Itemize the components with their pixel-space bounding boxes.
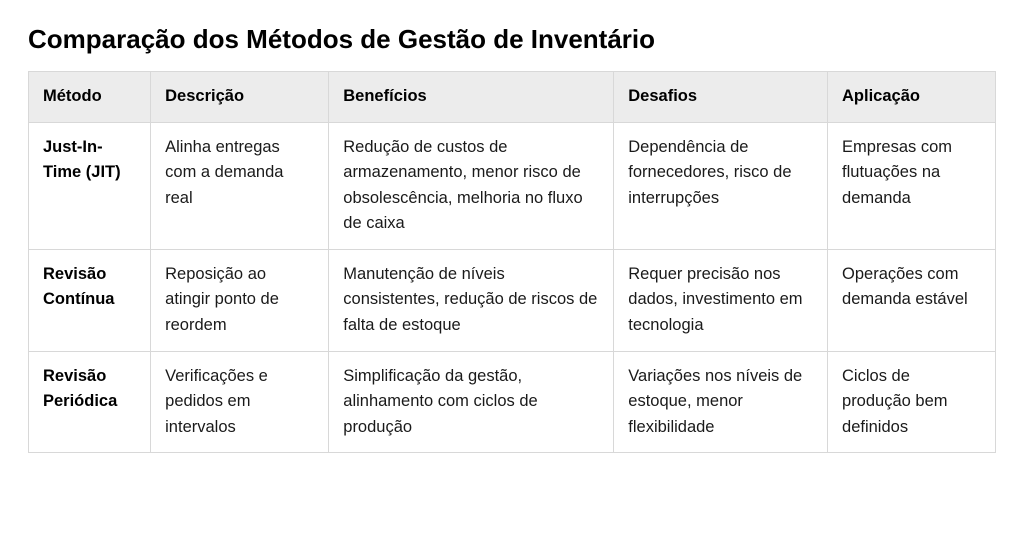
cell-benefits: Manutenção de níveis consistentes, reduç…	[329, 249, 614, 351]
cell-application: Empresas com flutuações na demanda	[828, 122, 996, 249]
header-application: Aplicação	[828, 72, 996, 123]
header-description: Descrição	[151, 72, 329, 123]
table-header-row: Método Descrição Benefícios Desafios Apl…	[29, 72, 996, 123]
cell-description: Verificações e pedidos em intervalos	[151, 351, 329, 453]
table-row: Revisão Periódica Verificações e pedidos…	[29, 351, 996, 453]
cell-description: Alinha entregas com a demanda real	[151, 122, 329, 249]
table-row: Just-In-Time (JIT) Alinha entregas com a…	[29, 122, 996, 249]
cell-method: Just-In-Time (JIT)	[29, 122, 151, 249]
cell-application: Ciclos de produção bem definidos	[828, 351, 996, 453]
header-benefits: Benefícios	[329, 72, 614, 123]
cell-method: Revisão Contínua	[29, 249, 151, 351]
header-challenges: Desafios	[614, 72, 828, 123]
inventory-methods-table: Método Descrição Benefícios Desafios Apl…	[28, 71, 996, 453]
cell-description: Reposição ao atingir ponto de reordem	[151, 249, 329, 351]
table-row: Revisão Contínua Reposição ao atingir po…	[29, 249, 996, 351]
header-method: Método	[29, 72, 151, 123]
cell-benefits: Redução de custos de armazenamento, meno…	[329, 122, 614, 249]
cell-challenges: Variações nos níveis de estoque, menor f…	[614, 351, 828, 453]
cell-application: Operações com demanda estável	[828, 249, 996, 351]
cell-challenges: Requer precisão nos dados, investimento …	[614, 249, 828, 351]
cell-method: Revisão Periódica	[29, 351, 151, 453]
cell-benefits: Simplificação da gestão, alinhamento com…	[329, 351, 614, 453]
page-title: Comparação dos Métodos de Gestão de Inve…	[28, 24, 996, 55]
cell-challenges: Dependência de fornecedores, risco de in…	[614, 122, 828, 249]
